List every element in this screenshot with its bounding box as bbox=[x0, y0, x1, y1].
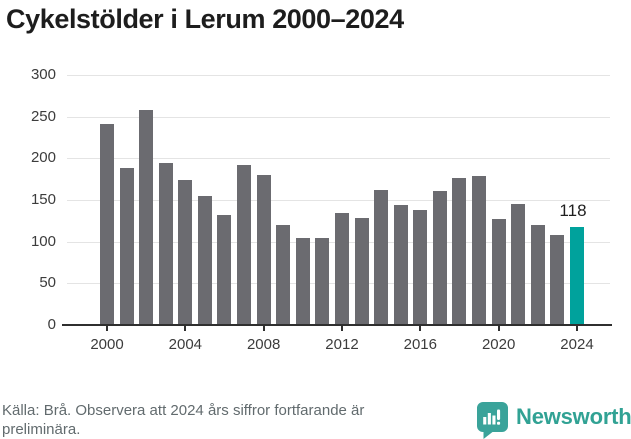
source-note-line2: preliminära. bbox=[2, 421, 81, 438]
bar-2022 bbox=[530, 225, 545, 325]
bar-2006 bbox=[217, 215, 232, 325]
x-tick-label-2024: 2024 bbox=[560, 336, 594, 353]
y-tick-label-0: 0 bbox=[47, 316, 56, 333]
x-tick-2024 bbox=[575, 326, 578, 331]
bar-2021 bbox=[511, 204, 526, 325]
chart-title: Cykelstölder i Lerum 2000–2024 bbox=[6, 4, 404, 34]
bar-2014 bbox=[374, 190, 389, 325]
newsworthy-logo-icon bbox=[477, 402, 508, 439]
bar-2003 bbox=[158, 162, 173, 325]
y-tick-label-300: 300 bbox=[30, 66, 56, 83]
y-tick-label-150: 150 bbox=[30, 191, 56, 208]
bar-2011 bbox=[315, 237, 330, 325]
source-note: Källa: Brå. Observera att 2024 års siffr… bbox=[2, 401, 472, 439]
bar-2017 bbox=[432, 190, 447, 325]
newsworthy-logo: Newsworthy bbox=[477, 402, 631, 439]
bar-2016 bbox=[413, 210, 428, 325]
x-tick-2012 bbox=[340, 326, 343, 331]
y-tick-label-200: 200 bbox=[30, 149, 56, 167]
bar-2018 bbox=[452, 177, 467, 325]
bar-2001 bbox=[119, 168, 134, 325]
x-tick-label-2016: 2016 bbox=[403, 336, 437, 353]
x-tick-label-2000: 2000 bbox=[90, 336, 124, 353]
gridline-250 bbox=[67, 116, 610, 118]
bar-2002 bbox=[139, 110, 154, 325]
y-tick-label-100: 100 bbox=[30, 232, 56, 250]
gridline-200 bbox=[67, 158, 610, 160]
newsworthy-logo-text: Newsworthy bbox=[516, 404, 631, 429]
x-tick-2016 bbox=[419, 326, 422, 331]
bar-2004 bbox=[178, 180, 193, 325]
x-tick-label-2004: 2004 bbox=[168, 336, 203, 353]
gridline-150 bbox=[67, 200, 610, 201]
x-tick-label-2008: 2008 bbox=[246, 336, 281, 353]
x-tick-2000 bbox=[106, 326, 108, 331]
x-tick-label-2012: 2012 bbox=[325, 336, 359, 353]
bar-2005 bbox=[197, 195, 212, 325]
bar-2020 bbox=[491, 219, 506, 325]
bar-2008 bbox=[256, 175, 271, 325]
bar-2013 bbox=[354, 217, 369, 325]
bar-2015 bbox=[393, 205, 408, 325]
x-tick-2020 bbox=[497, 326, 500, 331]
x-tick-2008 bbox=[262, 326, 265, 331]
bar-2010 bbox=[295, 238, 310, 325]
bar-2019 bbox=[472, 175, 487, 325]
y-tick-label-50: 50 bbox=[39, 274, 56, 292]
bar-2024 bbox=[569, 226, 584, 325]
source-note-line1: Källa: Brå. Observera att 2024 års siffr… bbox=[2, 402, 365, 419]
bar-2009 bbox=[276, 225, 291, 325]
bar-2000 bbox=[100, 124, 114, 325]
x-tick-label-2020: 2020 bbox=[481, 336, 516, 353]
plot-area: 2000 2004 2008 2012 2016 2020 2024 118 bbox=[62, 75, 612, 353]
bar-2012 bbox=[334, 213, 349, 325]
x-axis-line bbox=[62, 324, 612, 326]
y-tick-label-250: 250 bbox=[30, 107, 56, 125]
y-axis-labels: 0 50 100 150 200 250 300 bbox=[0, 66, 56, 333]
gridline-300 bbox=[67, 75, 610, 76]
x-tick-2004 bbox=[184, 326, 187, 331]
highlight-value-label: 118 bbox=[559, 200, 587, 220]
bar-2023 bbox=[550, 235, 565, 325]
bar-2007 bbox=[237, 165, 252, 325]
